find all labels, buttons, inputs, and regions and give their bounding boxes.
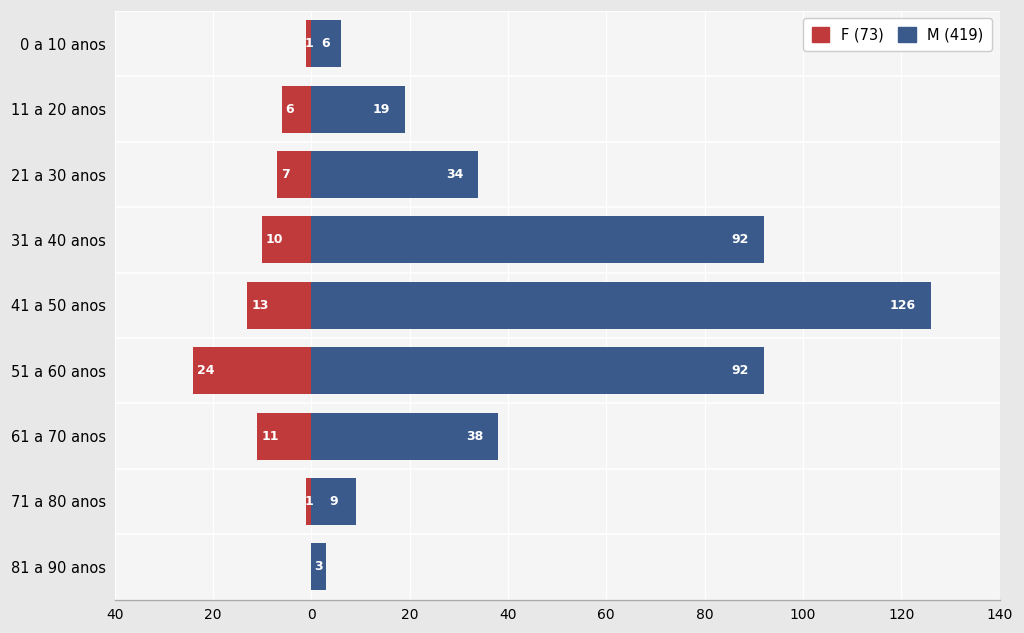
Text: 24: 24 [198, 364, 215, 377]
Text: 3: 3 [314, 560, 323, 573]
Bar [248, 282, 311, 329]
Text: 34: 34 [446, 168, 464, 181]
Text: 7: 7 [281, 168, 290, 181]
Text: 13: 13 [251, 299, 268, 312]
Bar [311, 543, 326, 591]
Bar [282, 85, 311, 133]
Bar [306, 478, 311, 525]
Text: 1: 1 [304, 37, 313, 50]
Text: 38: 38 [466, 430, 483, 442]
Bar [276, 151, 311, 198]
Text: 92: 92 [731, 234, 749, 246]
Text: 6: 6 [286, 103, 294, 116]
Bar [311, 347, 764, 394]
Text: 6: 6 [322, 37, 331, 50]
Text: 11: 11 [261, 430, 279, 442]
Text: 126: 126 [890, 299, 916, 312]
Bar [311, 413, 498, 460]
Bar [311, 478, 355, 525]
Bar [311, 282, 931, 329]
Bar [262, 216, 311, 263]
Text: 9: 9 [329, 495, 338, 508]
Legend: F (73), M (419): F (73), M (419) [803, 18, 992, 51]
Text: 19: 19 [373, 103, 390, 116]
Bar [257, 413, 311, 460]
Bar [311, 85, 404, 133]
Bar [311, 216, 764, 263]
Text: 1: 1 [304, 495, 313, 508]
Bar [311, 20, 341, 67]
Bar [306, 20, 311, 67]
Bar [194, 347, 311, 394]
Text: 92: 92 [731, 364, 749, 377]
Bar [311, 151, 478, 198]
Text: 10: 10 [266, 234, 284, 246]
